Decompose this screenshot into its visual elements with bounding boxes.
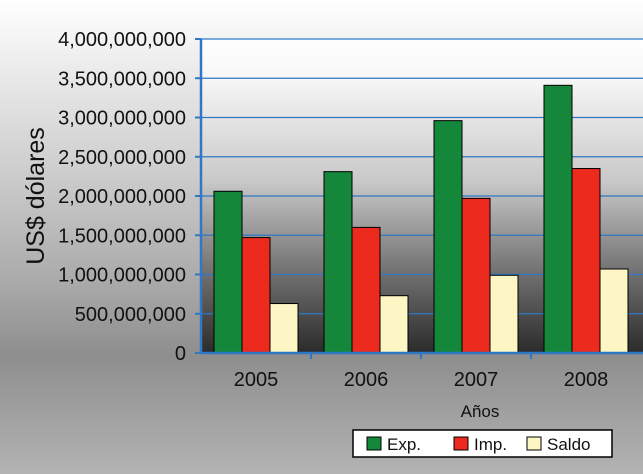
legend-swatch-exp: [366, 436, 382, 451]
legend-items: Exp. Imp. Saldo: [366, 435, 590, 454]
x-tick-label: 2006: [344, 369, 389, 391]
y-tick-label: 3,000,000,000: [58, 108, 186, 130]
y-tick-label: 1,000,000,000: [58, 265, 186, 287]
x-tick-label: 2007: [454, 369, 499, 391]
bar-exp-2005: [213, 190, 243, 354]
legend-label-imp: Imp.: [474, 435, 507, 454]
y-tick-label: 500,000,000: [75, 304, 186, 326]
axes: [199, 39, 643, 359]
y-tick-label: 3,500,000,000: [58, 68, 186, 90]
y-axis-title: US$ dólares: [22, 127, 50, 265]
bar-saldo-2008: [599, 268, 629, 354]
legend-label-saldo: Saldo: [547, 435, 590, 454]
bar-exp-2007: [433, 120, 463, 354]
bar-exp-2008: [543, 84, 573, 354]
x-tick-label: 2005: [234, 369, 279, 391]
bar-imp-2006: [351, 226, 381, 354]
x-axis-title: Años: [461, 402, 500, 421]
y-tick-label: 4,000,000,000: [58, 29, 186, 51]
bar-imp-2008: [571, 168, 601, 354]
bar-saldo-2005: [269, 303, 299, 354]
bar-imp-2007: [461, 197, 491, 354]
legend-box: [352, 429, 613, 458]
bar-imp-2005: [241, 237, 271, 354]
bars: [213, 84, 629, 354]
legend: Exp. Imp. Saldo: [352, 429, 613, 458]
y-tick-label: 2,000,000,000: [58, 186, 186, 208]
y-tick-label: 0: [175, 343, 186, 365]
x-tick-label: 2008: [564, 369, 609, 391]
legend-swatch-imp: [453, 436, 469, 451]
y-tick-label: 2,500,000,000: [58, 147, 186, 169]
legend-swatch-saldo: [526, 436, 542, 451]
bar-saldo-2006: [379, 295, 409, 354]
x-tick-labels: 2005 2006 2007 2008: [234, 369, 609, 391]
legend-label-exp: Exp.: [387, 435, 421, 454]
bar-saldo-2007: [489, 274, 519, 354]
y-tick-label: 1,500,000,000: [58, 225, 186, 247]
bar-exp-2006: [323, 171, 353, 354]
y-tick-labels: 0 500,000,000 1,000,000,000 1,500,000,000 2,…: [58, 29, 186, 365]
